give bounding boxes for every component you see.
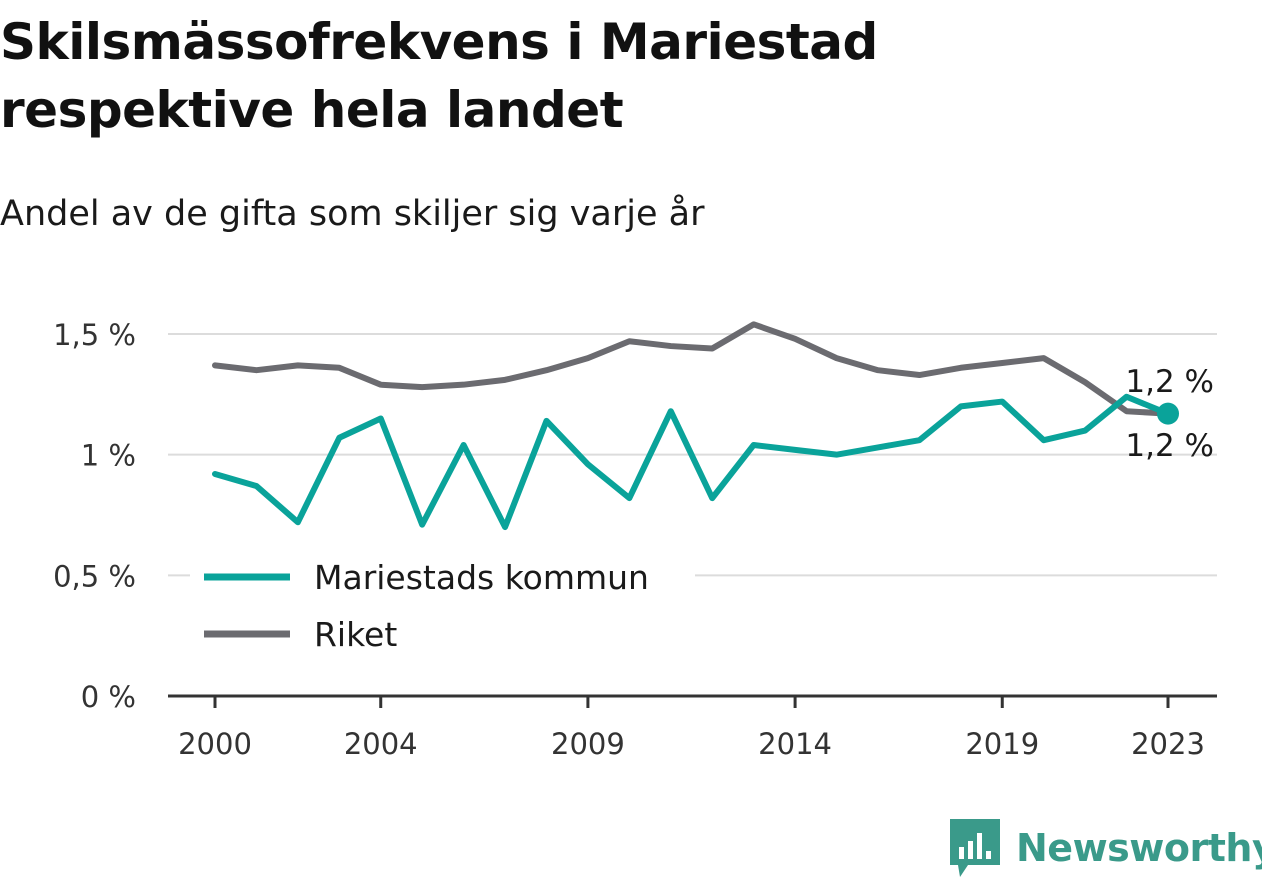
data-labels: 1,2 % 1,2 %	[1125, 364, 1214, 464]
series-line	[212, 321, 1171, 417]
y-tick-label: 1,5 %	[53, 318, 136, 352]
end-value-label: 1,2 %	[1125, 364, 1214, 400]
legend: Mariestads kommun Riket	[190, 548, 695, 654]
x-tick-label: 2014	[758, 727, 832, 761]
newsworthy-logo-icon	[950, 819, 1000, 877]
x-tick-label: 2009	[551, 727, 625, 761]
y-tick-label: 0 %	[81, 680, 136, 714]
end-point-marker	[1157, 402, 1179, 425]
y-tick-label: 1 %	[81, 439, 136, 473]
chart-title: Skilsmässofrekvens i Mariestad respektiv…	[0, 13, 878, 139]
axes: 0 % 0,5 % 1 % 1,5 % 2000 2004 2009 2014 2019 2023	[53, 318, 1217, 761]
series-line	[212, 393, 1171, 531]
chart-subtitle: Andel av de gifta som skiljer sig varje …	[0, 194, 705, 234]
y-tick-label: 0,5 %	[53, 559, 136, 593]
brand-name: Newsworthy	[1016, 826, 1262, 870]
end-value-label: 1,2 %	[1125, 428, 1214, 464]
legend-label: Mariestads kommun	[314, 558, 649, 597]
series-lines	[212, 321, 1179, 531]
legend-label: Riket	[314, 615, 397, 654]
x-tick-label: 2000	[178, 727, 252, 761]
x-tick-label: 2004	[344, 727, 418, 761]
x-tick-label: 2023	[1131, 727, 1205, 761]
brand: Newsworthy	[950, 818, 1262, 878]
x-tick-label: 2019	[965, 727, 1039, 761]
